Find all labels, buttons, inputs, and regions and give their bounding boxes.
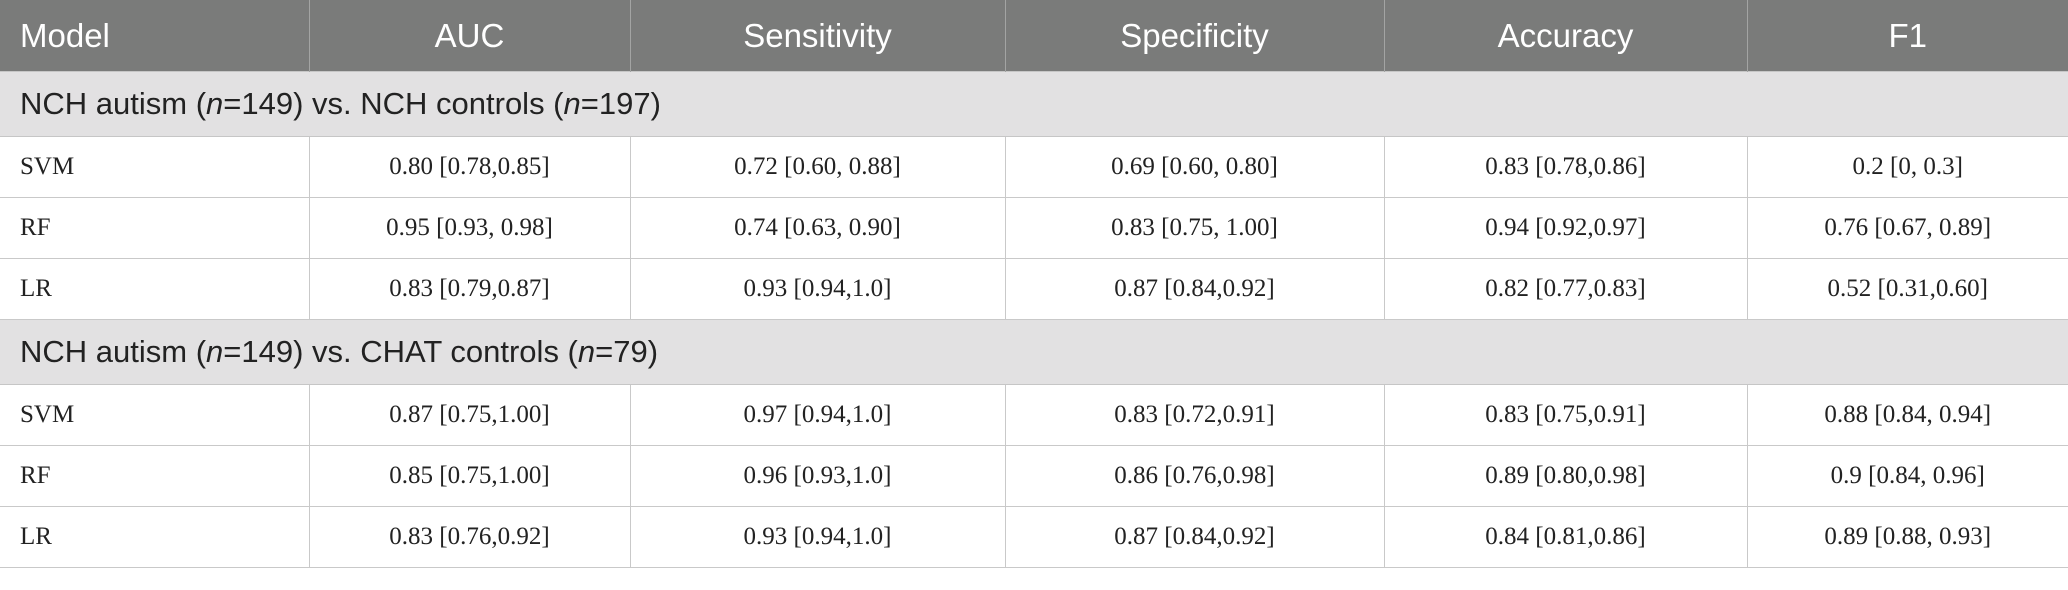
accuracy-cell: 0.89 [0.80,0.98]	[1384, 445, 1748, 507]
header-auc: AUC	[309, 0, 631, 72]
auc-cell: 0.83 [0.79,0.87]	[309, 258, 631, 320]
specificity-cell: 0.83 [0.72,0.91]	[1005, 384, 1385, 446]
model-cell: LR	[0, 258, 310, 320]
f1-cell: 0.76 [0.67, 0.89]	[1747, 197, 2068, 259]
accuracy-cell: 0.83 [0.75,0.91]	[1384, 384, 1748, 446]
sensitivity-cell: 0.93 [0.94,1.0]	[630, 506, 1006, 568]
table-row: SVM 0.80 [0.78,0.85] 0.72 [0.60, 0.88] 0…	[0, 136, 2068, 198]
model-cell: RF	[0, 445, 310, 507]
results-table: Model AUC Sensitivity Specificity Accura…	[0, 0, 2068, 568]
f1-cell: 0.52 [0.31,0.60]	[1747, 258, 2068, 320]
table-row: LR 0.83 [0.76,0.92] 0.93 [0.94,1.0] 0.87…	[0, 506, 2068, 568]
header-specificity: Specificity	[1005, 0, 1385, 72]
table-row: RF 0.95 [0.93, 0.98] 0.74 [0.63, 0.90] 0…	[0, 197, 2068, 259]
sensitivity-cell: 0.72 [0.60, 0.88]	[630, 136, 1006, 198]
f1-cell: 0.2 [0, 0.3]	[1747, 136, 2068, 198]
header-sensitivity: Sensitivity	[630, 0, 1006, 72]
specificity-cell: 0.83 [0.75, 1.00]	[1005, 197, 1385, 259]
f1-cell: 0.9 [0.84, 0.96]	[1747, 445, 2068, 507]
specificity-cell: 0.87 [0.84,0.92]	[1005, 258, 1385, 320]
model-cell: RF	[0, 197, 310, 259]
accuracy-cell: 0.83 [0.78,0.86]	[1384, 136, 1748, 198]
auc-cell: 0.95 [0.93, 0.98]	[309, 197, 631, 259]
auc-cell: 0.80 [0.78,0.85]	[309, 136, 631, 198]
sensitivity-cell: 0.93 [0.94,1.0]	[630, 258, 1006, 320]
header-model: Model	[0, 0, 310, 72]
specificity-cell: 0.87 [0.84,0.92]	[1005, 506, 1385, 568]
specificity-cell: 0.69 [0.60, 0.80]	[1005, 136, 1385, 198]
group-label: NCH autism (n=149) vs. NCH controls (n=1…	[0, 71, 2068, 137]
f1-cell: 0.88 [0.84, 0.94]	[1747, 384, 2068, 446]
table-row: SVM 0.87 [0.75,1.00] 0.97 [0.94,1.0] 0.8…	[0, 384, 2068, 446]
auc-cell: 0.87 [0.75,1.00]	[309, 384, 631, 446]
accuracy-cell: 0.94 [0.92,0.97]	[1384, 197, 1748, 259]
header-f1: F1	[1747, 0, 2068, 72]
group-row: NCH autism (n=149) vs. NCH controls (n=1…	[0, 71, 2068, 137]
table-row: RF 0.85 [0.75,1.00] 0.96 [0.93,1.0] 0.86…	[0, 445, 2068, 507]
sensitivity-cell: 0.97 [0.94,1.0]	[630, 384, 1006, 446]
accuracy-cell: 0.84 [0.81,0.86]	[1384, 506, 1748, 568]
f1-cell: 0.89 [0.88, 0.93]	[1747, 506, 2068, 568]
model-cell: SVM	[0, 384, 310, 446]
auc-cell: 0.85 [0.75,1.00]	[309, 445, 631, 507]
table-row: LR 0.83 [0.79,0.87] 0.93 [0.94,1.0] 0.87…	[0, 258, 2068, 320]
model-cell: LR	[0, 506, 310, 568]
group-label: NCH autism (n=149) vs. CHAT controls (n=…	[0, 319, 2068, 385]
header-row: Model AUC Sensitivity Specificity Accura…	[0, 0, 2068, 72]
sensitivity-cell: 0.74 [0.63, 0.90]	[630, 197, 1006, 259]
specificity-cell: 0.86 [0.76,0.98]	[1005, 445, 1385, 507]
auc-cell: 0.83 [0.76,0.92]	[309, 506, 631, 568]
model-cell: SVM	[0, 136, 310, 198]
sensitivity-cell: 0.96 [0.93,1.0]	[630, 445, 1006, 507]
group-row: NCH autism (n=149) vs. CHAT controls (n=…	[0, 319, 2068, 385]
header-accuracy: Accuracy	[1384, 0, 1748, 72]
accuracy-cell: 0.82 [0.77,0.83]	[1384, 258, 1748, 320]
